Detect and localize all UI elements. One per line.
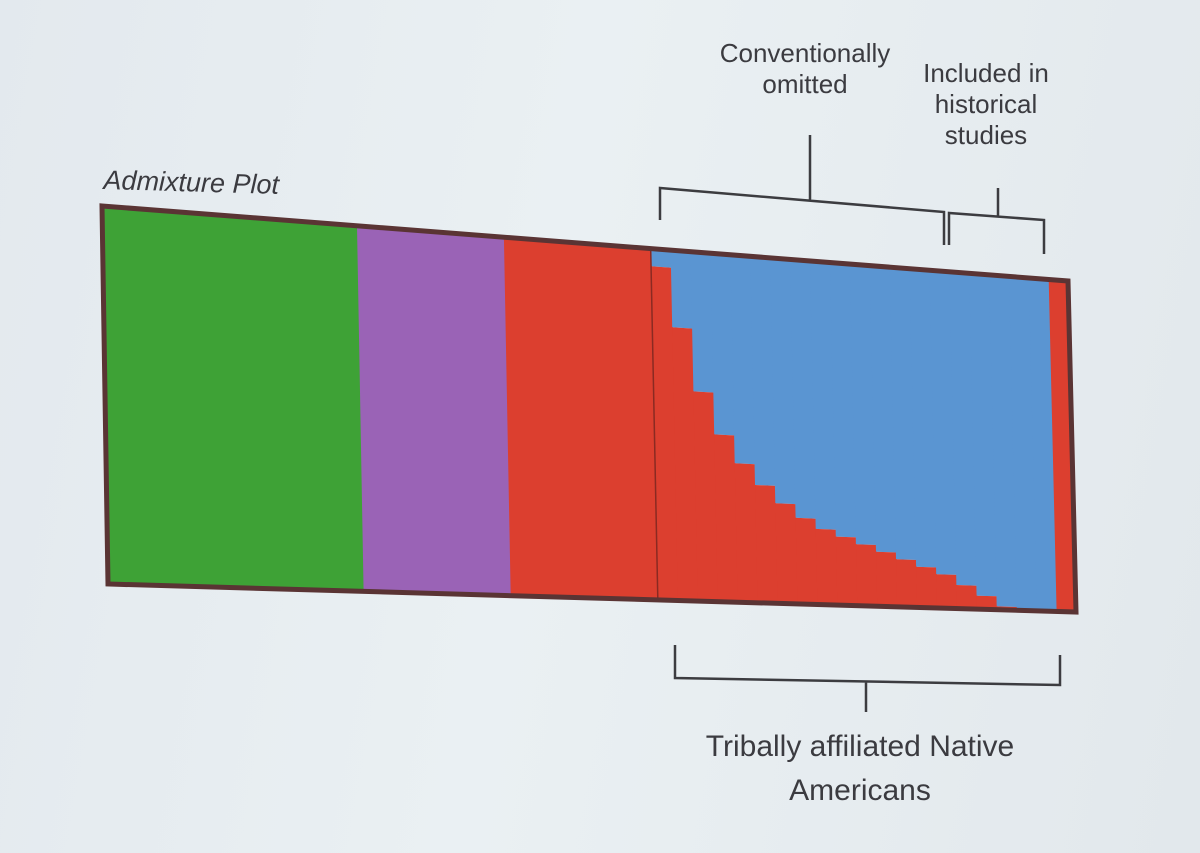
admixed-bar-blue-4 <box>730 254 756 465</box>
admixed-bar-blue-10 <box>849 264 877 545</box>
admixed-bar-blue-9 <box>829 262 857 538</box>
ancestry-block-red-2 <box>503 237 659 600</box>
admixed-bar-red-2 <box>693 391 719 602</box>
plot-area <box>102 206 1076 612</box>
admixed-bar-red-13 <box>916 566 938 608</box>
admixed-bar-red-8 <box>815 528 839 606</box>
historical-studies-bracket <box>947 188 1046 254</box>
admixed-bar-red-12 <box>896 559 918 608</box>
included-in-historical-studies-label: Included in historical studies <box>923 58 1049 151</box>
ancestry-block-green-0 <box>102 206 365 592</box>
plot-frame <box>99 203 1079 615</box>
conventionally-omitted-label: Conventionally omitted <box>719 38 891 100</box>
ancestry-block-purple-1 <box>357 225 512 596</box>
admixed-bar-blue-7 <box>790 259 817 519</box>
admixed-bar-blue-17 <box>989 274 1018 607</box>
admixed-bar-red-14 <box>936 574 958 609</box>
admixed-bar-blue-11 <box>869 265 897 553</box>
admixed-bar-blue-6 <box>770 257 796 505</box>
brackets <box>658 135 1062 712</box>
admixed-bar-red-1 <box>672 327 699 602</box>
admixed-bar-blue-0 <box>650 248 672 268</box>
admixed-bar-blue-14 <box>929 270 957 575</box>
admixed-bar-blue-18 <box>1008 276 1038 611</box>
admixed-bar-blue-16 <box>969 273 998 597</box>
admixed-bar-red-0 <box>651 266 679 601</box>
admixed-bar-red-10 <box>855 544 878 607</box>
admixed-bar-blue-8 <box>809 261 837 530</box>
admixed-bar-red-11 <box>876 551 898 607</box>
admixed-bar-blue-19 <box>1028 278 1058 612</box>
plot-title: Admixture Plot <box>103 164 280 200</box>
admixed-bar-red-15 <box>956 585 978 610</box>
group-separator <box>649 248 659 600</box>
admixed-bar-red-9 <box>835 536 858 606</box>
tribally-affiliated-native-americans-label: Tribally affiliated Native Americans <box>705 730 1015 807</box>
admixed-bar-red-16 <box>976 595 998 610</box>
conventionally-omitted-bracket <box>658 135 946 245</box>
admixed-bar-red-6 <box>775 503 799 604</box>
admixed-bar-blue-12 <box>889 267 917 560</box>
admixed-bar-red-5 <box>755 485 779 604</box>
admixed-bar-blue-2 <box>690 251 715 393</box>
admixed-bar-red-3 <box>714 434 739 603</box>
admixed-bar-blue-13 <box>909 268 937 568</box>
tribally-affiliated-bracket <box>673 645 1062 712</box>
admixed-bar-red-7 <box>795 517 819 605</box>
admixed-bar-red-4 <box>734 463 759 603</box>
admixed-bar-blue-1 <box>670 250 693 329</box>
admixed-bar-blue-15 <box>949 271 978 586</box>
admixed-bar-blue-3 <box>710 253 735 436</box>
admixed-bar-blue-5 <box>750 256 776 486</box>
